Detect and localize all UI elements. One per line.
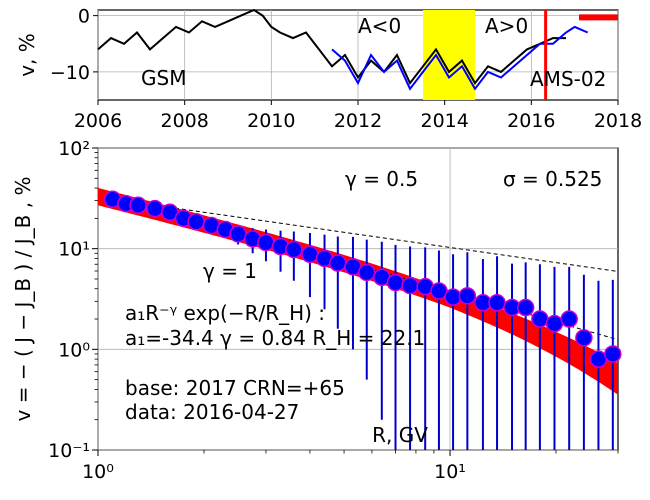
gsm-series-line [97,8,566,86]
annotation-formula: a₁R⁻ᵞ exp(−R/R_H) : [125,301,325,325]
top-xtick-label: 2012 [334,110,382,132]
top-xtick-label: 2010 [247,110,295,132]
bottom-xtick-label: 10⁰ [82,461,114,483]
bottom-xlabel: R, GV [372,423,428,447]
top-ylabel: v, % [15,33,39,77]
top-xtick-label: 2018 [594,110,642,132]
annotation-gamma-one: γ = 1 [203,259,257,283]
top-xtick-label: 2014 [420,110,468,132]
ams02-series-line [331,25,589,91]
annotation-gsm: GSM [141,66,186,90]
data-point [444,288,462,306]
data-point [560,310,578,328]
data-point [545,314,564,333]
reference-line-gamma-0.5 [112,198,619,272]
data-point [358,263,376,282]
data-point [229,225,247,243]
bottom-ytick-label: 10⁻¹ [48,440,90,462]
data-point [575,329,593,347]
annotation-a-positive: A>0 [485,14,528,38]
bottom-xtick-label: 10¹ [434,461,466,483]
data-point [386,273,405,292]
top-ytick-label: 0 [78,6,90,28]
top-xtick-label: 2016 [507,110,555,132]
data-point [516,298,535,317]
bottom-ytick-label: 10⁰ [58,339,90,361]
data-point [458,287,477,305]
data-point [329,254,347,272]
annotation-a-negative: A<0 [358,14,401,38]
annotation-fit-params: a₁=-34.4 γ = 0.84 R_H = 22.1 [125,326,425,350]
annotation-sigma: σ = 0.525 [503,167,602,191]
bottom-ylabel: v = − ( J − J_B ) / J_B , % [11,177,35,422]
data-point [129,196,147,214]
top-panel: 2006 2008 2010 2012 2014 2016 2018 0 −10 v, % GS… [15,6,642,132]
bottom-grid [97,147,618,451]
top-xtick-label: 2008 [160,110,208,132]
annotation-data-date: data: 2016-04-27 [125,400,299,424]
data-point [187,213,205,231]
bottom-ytick-label: 10¹ [58,239,90,261]
annotation-ams02: AMS-02 [530,67,606,91]
top-ytick-label: −10 [50,62,90,84]
top-series-group [97,8,618,100]
top-tick-group: 2006 2008 2010 2012 2014 2016 2018 0 −10 [50,6,642,132]
data-point [531,310,549,328]
data-point [488,294,506,312]
data-point [146,199,164,218]
data-point [285,240,303,259]
data-point [604,345,622,363]
data-point [257,233,275,252]
data-point [589,350,608,368]
bottom-ytick-label: 10² [58,138,90,160]
top-xtick-label: 2006 [74,110,122,132]
data-point [301,245,319,264]
annotation-gamma-half: γ = 0.5 [345,167,418,191]
annotation-base: base: 2017 CRN=+65 [125,376,345,400]
data-point [401,276,419,295]
points-group [103,190,622,368]
